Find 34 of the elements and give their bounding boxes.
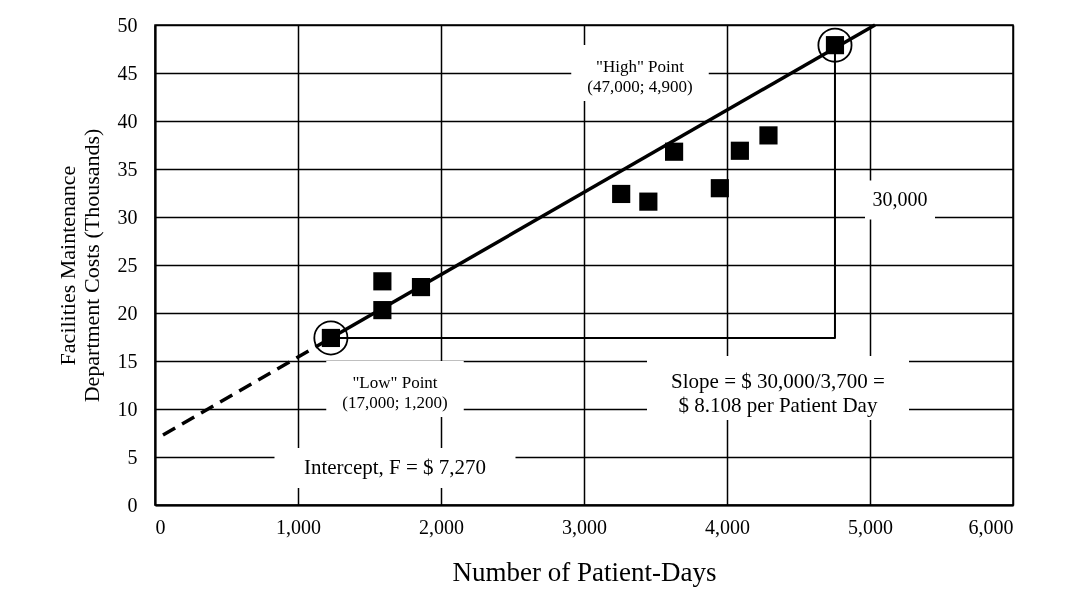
x-tick-label: 1,000	[276, 515, 321, 538]
y-tick-label: 40	[117, 109, 138, 132]
y-tick-label: 30	[117, 205, 138, 228]
x-tick-label: 2,000	[419, 515, 464, 538]
point	[612, 184, 631, 204]
y-tick-label: 20	[117, 301, 138, 324]
y-tick-label: 10	[117, 397, 138, 420]
y-axis-title: Facilities Maintenance Department Costs (Thousands)	[54, 128, 104, 403]
point	[710, 179, 729, 198]
y-tick-label: 15	[117, 349, 138, 372]
y-tick-label: 5	[127, 445, 138, 468]
point	[730, 141, 749, 160]
point	[665, 142, 684, 161]
point	[639, 192, 658, 211]
x-tick-label: 6,000	[968, 515, 1014, 538]
annotation: 30,000	[872, 188, 928, 210]
y-tick-label: 50	[117, 13, 138, 36]
point	[817, 27, 853, 63]
x-tick-label: 3,000	[562, 515, 607, 538]
x-axis-title: Number of Patient-Days	[452, 556, 717, 587]
annotation: Intercept, F = $ 7,270	[303, 455, 487, 479]
x-tick-label: 4,000	[705, 515, 750, 538]
x-tick-label: 0	[155, 515, 166, 538]
annotation: "High" Point (47,000; 4,900)	[587, 57, 693, 96]
point	[759, 126, 778, 145]
y-tick-label: 35	[117, 157, 138, 180]
point	[313, 320, 349, 356]
y-tick-label: 45	[117, 61, 138, 84]
y-tick-label: 25	[117, 253, 138, 276]
annotation: "Low" Point (17,000; 1,200)	[342, 373, 448, 412]
annotation: Slope = $ 30,000/3,700 = $ 8.108 per Patient Day	[671, 369, 885, 417]
point	[373, 272, 392, 291]
x-tick-label: 5,000	[848, 515, 893, 538]
y-tick-label: 0	[127, 493, 138, 516]
